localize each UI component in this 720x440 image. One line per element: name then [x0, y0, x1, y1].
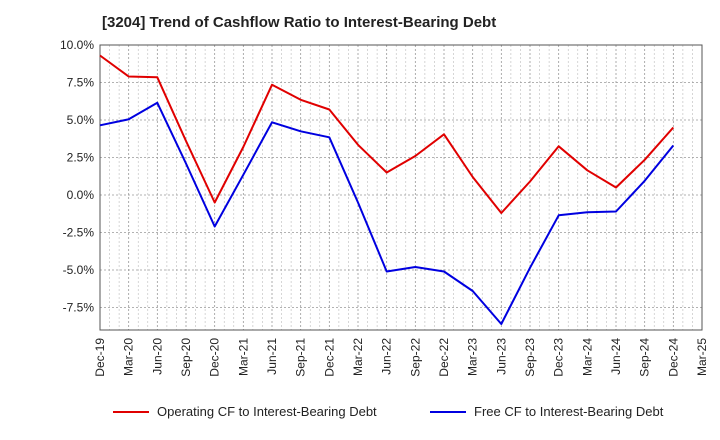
x-tick-label: Jun-21 [265, 338, 279, 375]
plot-frame [99, 44, 703, 331]
y-tick-label: 10.0% [60, 38, 94, 52]
x-tick-label: Jun-22 [380, 338, 394, 375]
x-tick-label: Mar-21 [236, 338, 250, 376]
y-tick-label: 5.0% [67, 113, 95, 127]
x-tick-label: Jun-23 [494, 338, 508, 375]
x-tick-label: Mar-25 [695, 338, 709, 376]
line-chart: 10.0% 7.5% 5.0% 2.5% 0.0% -2.5% -5.0% -7.5% Dec-… [60, 38, 709, 377]
legend: Operating CF to Interest-Bearing Debt Fr… [0, 404, 720, 428]
x-tick-label: Dec-24 [666, 338, 680, 377]
y-tick-label: -7.5% [63, 301, 95, 315]
x-tick-label: Mar-22 [351, 338, 365, 376]
x-tick-label: Sep-24 [638, 338, 652, 377]
legend-swatch-free-cf [430, 410, 466, 413]
x-tick-label: Sep-23 [523, 338, 537, 377]
legend-label-operating-cf: Operating CF to Interest-Bearing Debt [157, 404, 377, 419]
y-tick-label: -5.0% [63, 263, 95, 277]
x-tick-label: Mar-23 [466, 338, 480, 376]
y-tick-label: 7.5% [67, 76, 95, 90]
x-tick-label: Dec-23 [552, 338, 566, 377]
y-tick-label: -2.5% [63, 226, 95, 240]
y-tick-label: 0.0% [67, 188, 95, 202]
legend-swatch-operating-cf [113, 410, 149, 413]
x-tick-label: Mar-20 [122, 338, 136, 376]
x-tick-label: Dec-22 [437, 338, 451, 377]
x-tick-label: Dec-21 [322, 338, 336, 377]
x-tick-label: Sep-22 [408, 338, 422, 377]
x-tick-label: Dec-20 [208, 338, 222, 377]
x-tick-label: Sep-20 [179, 338, 193, 377]
legend-item-operating-cf: Operating CF to Interest-Bearing Debt [113, 404, 377, 419]
y-tick-label: 2.5% [67, 151, 95, 165]
chart-title: [3204] Trend of Cashflow Ratio to Intere… [102, 14, 497, 31]
x-tick-label: Jun-20 [150, 338, 164, 375]
x-tick-label: Mar-24 [580, 338, 594, 376]
x-tick-label: Sep-21 [294, 338, 308, 377]
x-tick-label: Dec-19 [93, 338, 107, 377]
legend-item-free-cf: Free CF to Interest-Bearing Debt [430, 404, 663, 419]
x-tick-label: Jun-24 [609, 338, 623, 375]
legend-label-free-cf: Free CF to Interest-Bearing Debt [474, 404, 664, 419]
